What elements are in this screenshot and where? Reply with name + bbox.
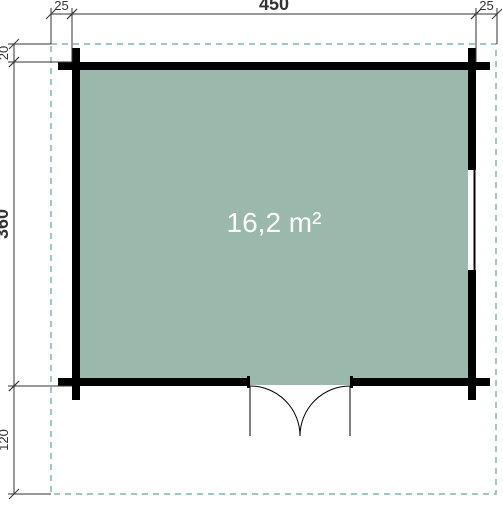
floor-plan-svg: 16,2 m² 25 450 25 20 360 120	[0, 0, 503, 500]
svg-text:120: 120	[0, 429, 11, 451]
door-threshold-clear	[250, 385, 350, 388]
svg-text:25: 25	[479, 0, 493, 13]
svg-text:25: 25	[54, 0, 68, 13]
wall-top	[58, 62, 490, 70]
door-swing-right	[300, 386, 350, 436]
area-label: 16,2 m²	[227, 207, 322, 238]
svg-text:360: 360	[0, 209, 12, 239]
wall-left	[72, 48, 80, 400]
svg-text:20: 20	[0, 46, 11, 60]
svg-text:450: 450	[259, 0, 289, 14]
door-swing-left	[250, 386, 300, 436]
floor-plan: 16,2 m² 25 450 25 20 360 120	[0, 0, 503, 500]
